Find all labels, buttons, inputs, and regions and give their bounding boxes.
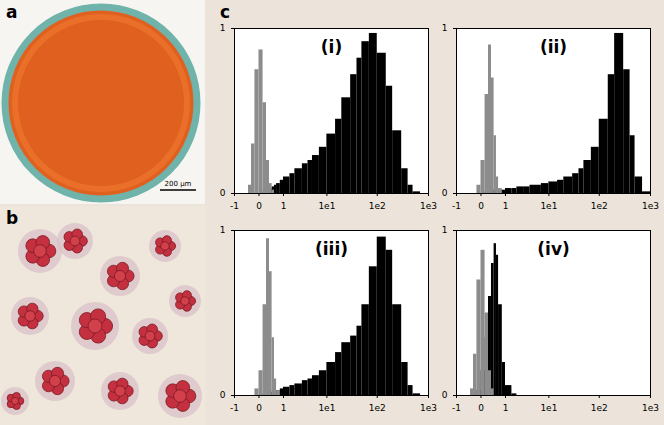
svg-text:1e1: 1e1 (540, 403, 557, 413)
svg-text:(ii): (ii) (540, 37, 567, 57)
html-text:c: c (220, 2, 231, 22)
svg-text:0: 0 (256, 403, 262, 413)
svg-text:(iv): (iv) (537, 239, 569, 259)
svg-text:-1: -1 (452, 403, 461, 413)
svg-text:(iii): (iii) (315, 239, 348, 259)
svg-text:1: 1 (442, 23, 448, 33)
html-text:a: a (6, 2, 18, 22)
svg-text:1e3: 1e3 (642, 201, 659, 211)
svg-text:1e1: 1e1 (540, 201, 557, 211)
svg-text:-1: -1 (452, 201, 461, 211)
svg-text:-1: -1 (230, 201, 239, 211)
svg-text:1: 1 (442, 225, 448, 235)
svg-text:1: 1 (503, 403, 509, 413)
svg-text:1: 1 (220, 23, 226, 33)
svg-text:1e3: 1e3 (420, 403, 437, 413)
svg-text:1e2: 1e2 (369, 201, 386, 211)
svg-text:0: 0 (256, 201, 262, 211)
svg-text:1e1: 1e1 (318, 201, 335, 211)
svg-text:200 µm: 200 µm (165, 180, 192, 188)
svg-text:1: 1 (503, 201, 509, 211)
svg-text:0: 0 (220, 188, 226, 198)
svg-text:0: 0 (220, 390, 226, 400)
svg-text:1e3: 1e3 (420, 201, 437, 211)
svg-text:0: 0 (442, 188, 448, 198)
svg-text:1e2: 1e2 (591, 403, 608, 413)
svg-text:-1: -1 (230, 403, 239, 413)
svg-text:1e3: 1e3 (642, 403, 659, 413)
svg-text:0: 0 (442, 390, 448, 400)
svg-text:0: 0 (478, 403, 484, 413)
svg-text:1: 1 (281, 403, 287, 413)
svg-text:1: 1 (220, 225, 226, 235)
svg-text:0: 0 (478, 201, 484, 211)
svg-text:1: 1 (281, 201, 287, 211)
svg-text:(i): (i) (321, 37, 342, 57)
svg-text:1e1: 1e1 (318, 403, 335, 413)
svg-text:1e2: 1e2 (591, 201, 608, 211)
html-text:b: b (6, 208, 19, 228)
svg-text:1e2: 1e2 (369, 403, 386, 413)
